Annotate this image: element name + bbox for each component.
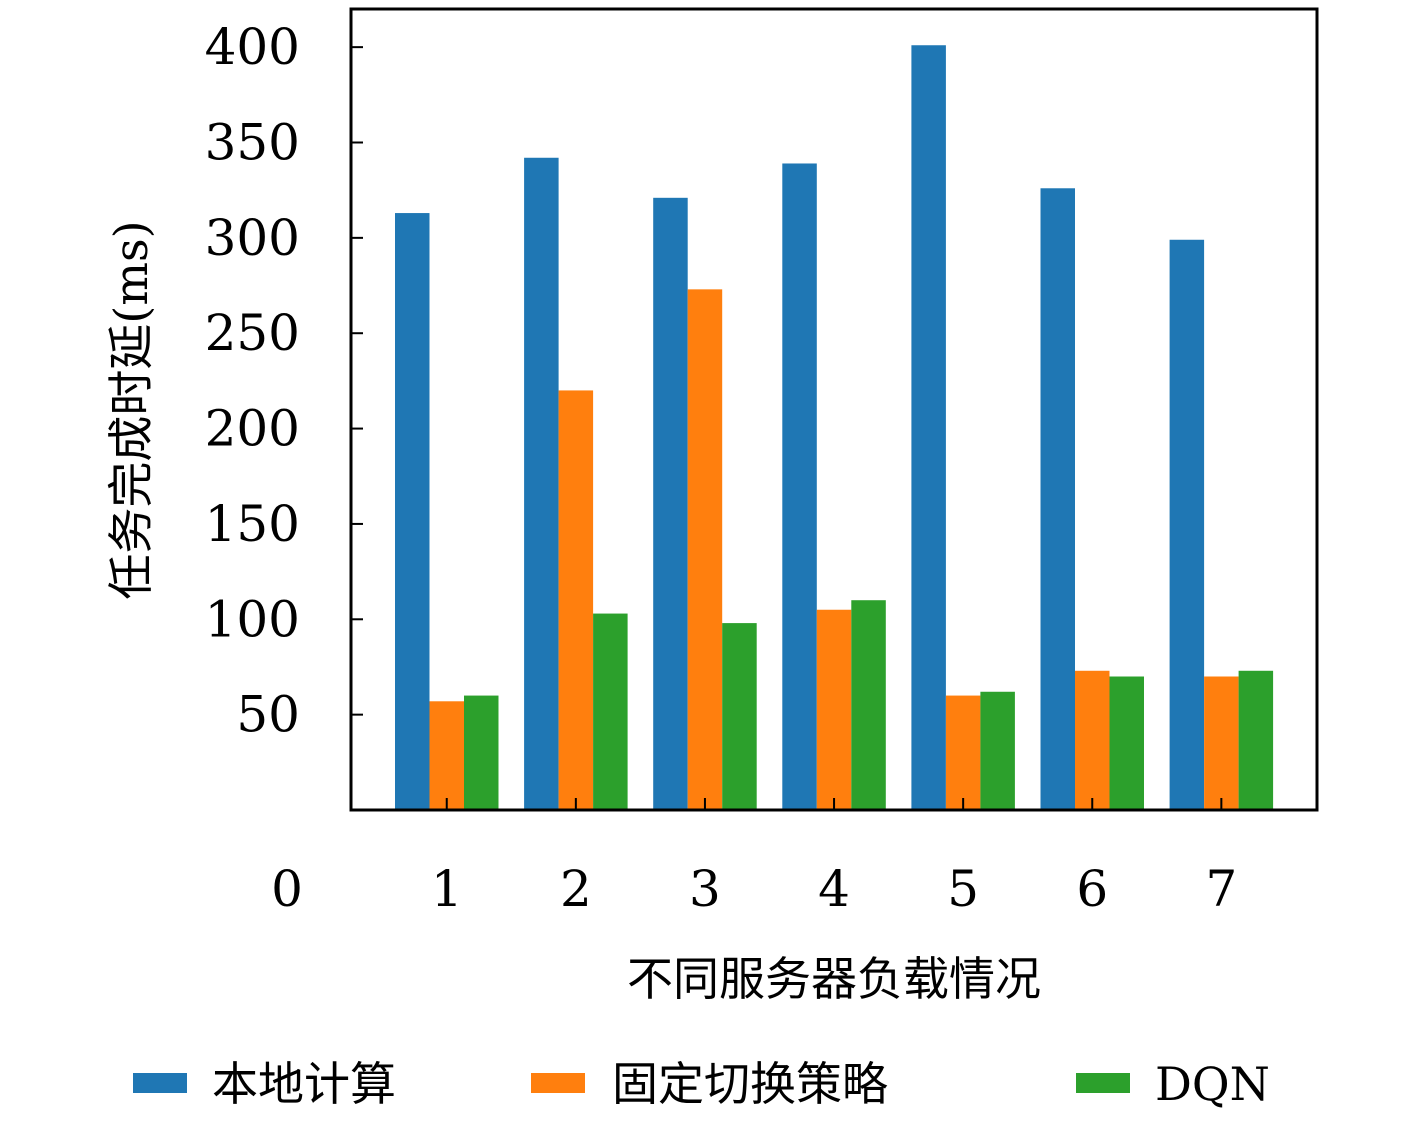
bar-series-1-cat-4 [782,163,817,811]
x-tick-label: 5 [947,860,979,918]
x-tick-label: 6 [1076,860,1108,918]
x-tick-label: 3 [689,860,721,918]
y-tick-label: 50 [236,686,300,744]
x-tick-label: 2 [560,860,592,918]
bar-series-2-cat-7 [1204,676,1239,810]
y-tick-label: 250 [205,304,300,362]
bar-series-2-cat-1 [429,701,464,810]
legend-label: DQN [1155,1057,1270,1111]
y-tick-label: 200 [205,400,300,458]
ticks-layer: 1 2 3 4 5 6 7 50 100 150 200 250 300 350 400 [205,18,1238,918]
y-tick-label: 150 [205,495,300,553]
y-tick-label: 400 [205,18,300,76]
bar-series-1-cat-7 [1169,239,1205,810]
x-tick-label-zero: 0 [271,860,303,918]
bar-series-3-cat-4 [851,600,886,810]
bar-series-3-cat-3 [722,623,757,810]
legend: 本地计算 固定切换策略 DQN [133,1057,1270,1111]
bar-series-2-cat-5 [945,695,981,810]
x-tick-label: 1 [431,860,463,918]
bar-series-3-cat-2 [593,613,628,810]
y-tick-label: 300 [205,209,300,267]
bar-series-1-cat-2 [524,157,559,810]
bar-series-2-cat-3 [687,289,723,811]
bar-series-1-cat-6 [1040,188,1075,810]
bar-series-2-cat-4 [816,609,852,810]
bar-series-3-cat-7 [1238,670,1274,810]
legend-swatch [531,1073,585,1093]
y-tick-label: 100 [205,590,300,648]
bar-series-2-cat-6 [1075,670,1110,810]
bars-layer [395,45,1274,811]
bar-series-1-cat-1 [395,213,430,810]
x-tick-label: 7 [1205,860,1237,918]
bar-series-2-cat-2 [558,390,594,810]
x-axis-label: 不同服务器负载情况 [627,952,1041,1006]
legend-label: 固定切换策略 [612,1057,888,1111]
bar-series-3-cat-1 [464,695,499,810]
y-axis-label: 任务完成时延(ms) [104,220,158,599]
legend-swatch [1076,1073,1130,1093]
legend-swatch [133,1073,187,1093]
legend-label: 本地计算 [212,1057,396,1111]
bar-series-1-cat-5 [911,45,946,811]
y-tick-label: 350 [205,114,300,172]
bar-series-3-cat-6 [1109,676,1144,810]
x-tick-label: 4 [818,860,850,918]
bar-series-3-cat-5 [980,691,1015,810]
bar-series-1-cat-3 [653,197,688,810]
